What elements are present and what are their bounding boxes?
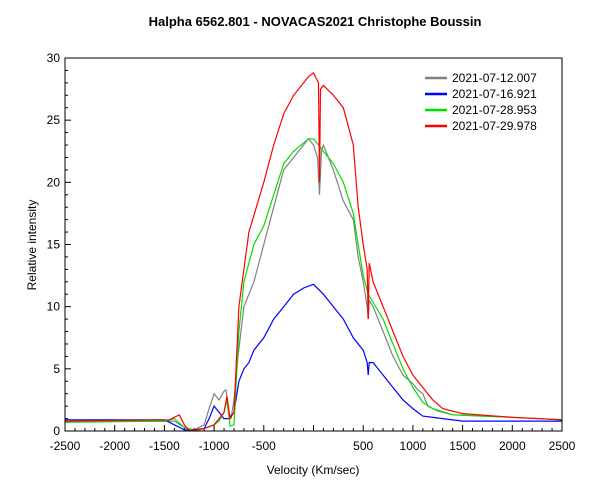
legend-label: 2021-07-29.978: [452, 119, 537, 133]
y-tick-label: 15: [47, 238, 61, 252]
legend: 2021-07-12.007 2021-07-16.921 2021-07-28.9…: [425, 71, 537, 133]
x-tick-label: -1500: [149, 439, 180, 453]
legend-label: 2021-07-28.953: [452, 103, 537, 117]
x-tick-label: -2000: [99, 439, 130, 453]
y-tick-label: 5: [53, 362, 60, 376]
y-tick-label: 20: [47, 175, 61, 189]
x-tick-label: 500: [353, 439, 373, 453]
x-tick-label: 2000: [499, 439, 526, 453]
legend-label: 2021-07-16.921: [452, 87, 537, 101]
x-tick-label: 1500: [449, 439, 476, 453]
y-axis-label: Relative intensity: [25, 200, 39, 291]
x-tick-label: -500: [252, 439, 276, 453]
y-tick-label: 25: [47, 113, 61, 127]
x-axis-label: Velocity (Km/sec): [267, 463, 360, 477]
y-tick-label: 30: [47, 51, 61, 65]
series-line-2021-07-12.007: [65, 137, 562, 431]
x-tick-label: -2500: [50, 439, 81, 453]
x-tick-label: -1000: [199, 439, 230, 453]
x-tick-label: 1000: [400, 439, 427, 453]
legend-label: 2021-07-12.007: [452, 71, 537, 85]
series-line-2021-07-29.978: [65, 71, 562, 431]
series-line-2021-07-16.921: [65, 283, 562, 431]
y-tick-label: 10: [47, 300, 61, 314]
x-tick-label: 2500: [549, 439, 576, 453]
y-tick-label: 0: [53, 424, 60, 438]
plot-frame: [64, 57, 563, 432]
chart-title: Halpha 6562.801 - NOVACAS2021 Christophe…: [149, 14, 482, 29]
